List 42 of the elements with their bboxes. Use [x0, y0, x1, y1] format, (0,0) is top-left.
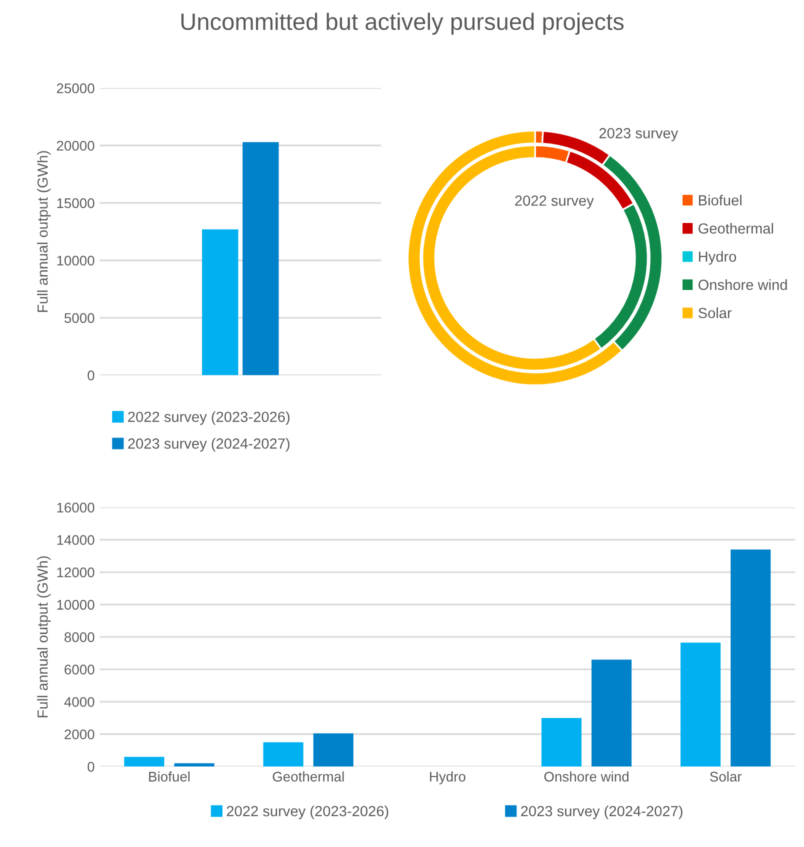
x-tick-label: Solar — [710, 771, 742, 782]
bar — [680, 642, 721, 767]
legend-label: Onshore wind — [698, 279, 787, 290]
x-tick-label: Hydro — [430, 771, 466, 784]
bar — [592, 660, 632, 767]
y-tick-label: 4000 — [64, 697, 94, 707]
legend-label: 2023 survey (2024-2027) — [521, 806, 682, 820]
legend-label: Solar — [698, 307, 732, 318]
bar — [541, 718, 582, 767]
bar — [730, 549, 771, 767]
slice-label: 2023 survey — [599, 128, 678, 142]
y-tick-label: 25000 — [56, 83, 94, 94]
x-tick-label: Onshore wind — [544, 771, 628, 782]
bar — [313, 733, 354, 767]
y-tick-label: 10000 — [57, 256, 94, 266]
y-tick-label: 0 — [88, 370, 94, 380]
y-tick-label: 12000 — [57, 567, 94, 578]
x-tick-label: Geothermal — [272, 771, 344, 782]
y-tick-label: 8000 — [64, 632, 94, 642]
legend-label: 2022 survey (2023-2026) — [128, 411, 290, 425]
bar — [174, 763, 214, 767]
legend-label: 2022 survey (2023-2026) — [226, 806, 388, 820]
x-tick-label: Biofuel — [149, 771, 190, 782]
legend-label: Geothermal — [698, 222, 774, 234]
legend-label: Hydro — [699, 251, 736, 265]
y-tick-label: 5000 — [64, 313, 94, 323]
y-tick-label: 0 — [88, 762, 94, 772]
bar — [124, 756, 164, 767]
chart-title: Uncommitted but actively pursued projects — [181, 12, 624, 35]
y-tick-label: 10000 — [57, 600, 94, 610]
bar — [263, 742, 304, 767]
legend-label: 2023 survey (2024-2027) — [128, 438, 290, 452]
slice-label: 2022 survey — [515, 195, 594, 209]
y-axis-title: Full annual output (GWh) — [37, 556, 51, 718]
y-tick-label: 6000 — [64, 664, 94, 675]
y-tick-label: 20000 — [56, 140, 94, 151]
y-tick-label: 2000 — [64, 729, 94, 740]
y-axis-title: Full annual output (GWh) — [37, 151, 51, 312]
y-tick-label: 15000 — [57, 198, 94, 208]
y-tick-label: 16000 — [57, 502, 94, 513]
legend-label: Biofuel — [699, 194, 742, 206]
y-tick-label: 14000 — [57, 535, 94, 545]
